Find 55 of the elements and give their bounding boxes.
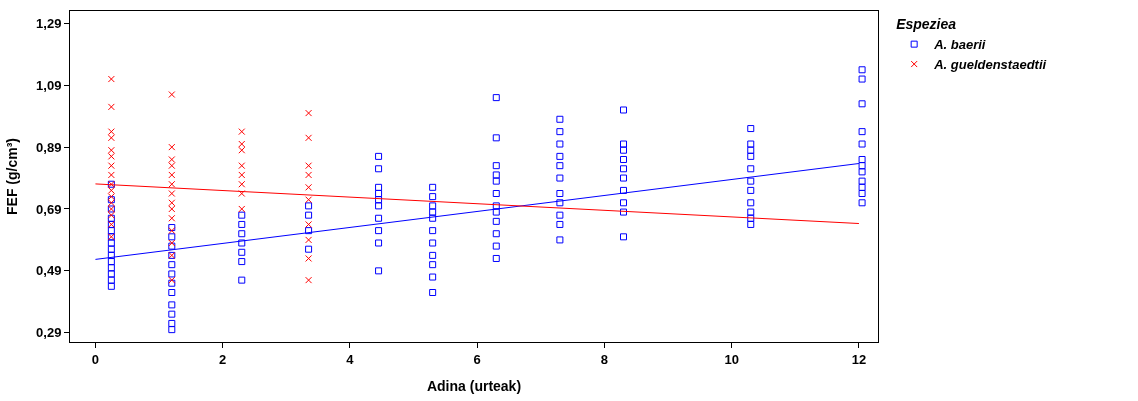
point: [305, 196, 313, 204]
y-tick-label: 0,29: [36, 325, 62, 341]
x-tick-label: 6: [473, 351, 481, 367]
point: [107, 75, 115, 83]
point: [168, 190, 176, 198]
point: [168, 155, 176, 163]
point: [238, 128, 246, 136]
point: [305, 134, 313, 142]
y-tick-label: 0,89: [36, 139, 62, 155]
point: [305, 220, 313, 228]
point: [238, 140, 246, 148]
point: [107, 128, 115, 136]
point: [107, 134, 115, 142]
point: [238, 171, 246, 179]
point: [238, 190, 246, 198]
x-tick-label: 10: [724, 351, 739, 367]
y-tick-label: 1,09: [36, 77, 62, 93]
point: [168, 199, 176, 207]
point: [238, 146, 246, 154]
point: [305, 171, 313, 179]
point: [305, 276, 313, 284]
x-axis-title: Adina (urteak): [426, 377, 522, 394]
point: [305, 109, 313, 117]
point: [305, 254, 313, 262]
point: [305, 162, 313, 170]
y-axis-title: FEF (g/cm³): [3, 138, 20, 215]
point: [107, 186, 115, 194]
point: [168, 205, 176, 213]
point: [238, 180, 246, 188]
point: [168, 91, 176, 99]
point: [107, 103, 115, 111]
point: [238, 205, 246, 213]
y-tick-label: 0,49: [36, 263, 62, 279]
y-tick-label: 1,29: [36, 15, 62, 31]
legend-label: A. baerii: [933, 37, 986, 53]
point: [305, 236, 313, 244]
x-tick-label: 8: [600, 351, 609, 367]
y-tick-label: 0,69: [36, 201, 62, 217]
point: [238, 162, 246, 170]
point: [168, 180, 176, 188]
x-tick-label: 2: [219, 351, 227, 367]
point: [168, 143, 176, 151]
point: [305, 183, 313, 191]
point: [107, 162, 115, 170]
point: [107, 146, 115, 154]
point: [168, 171, 176, 179]
point: [168, 214, 176, 222]
x-tick-label: 4: [346, 351, 355, 367]
legend-label: A. gueldenstaedtii: [933, 57, 1047, 73]
point: [168, 162, 176, 170]
point: [107, 171, 115, 179]
point: [107, 152, 115, 160]
x-tick-label: 0: [91, 351, 100, 367]
legend-title: Espeziea: [896, 16, 957, 33]
x-tick-label: 12: [851, 351, 867, 367]
